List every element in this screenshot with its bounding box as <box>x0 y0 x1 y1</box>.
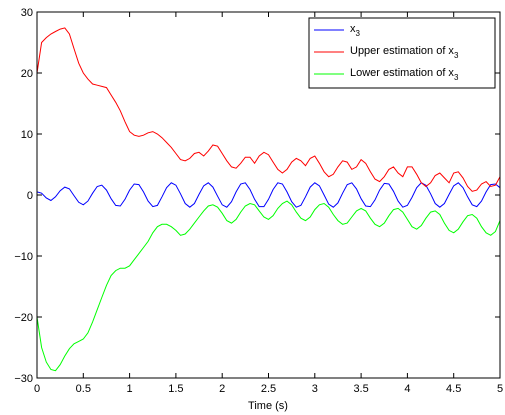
y-tick-label: 10 <box>21 129 33 141</box>
y-tick-label: 20 <box>21 68 33 80</box>
x-tick-label: 2.5 <box>261 383 276 395</box>
x-tick-label: 0.5 <box>76 383 91 395</box>
legend-subscript: 3 <box>454 73 459 82</box>
legend-entry-2: Lower estimation of x3 <box>350 67 459 82</box>
x-tick-label: 2 <box>219 383 225 395</box>
legend-subscript: 3 <box>454 51 459 60</box>
x-axis-label: Time (s) <box>248 400 288 412</box>
legend: x3 Upper estimation of x3 Lower estimation… <box>308 17 496 89</box>
legend-entry-0: x3 <box>350 23 361 38</box>
x-tick-label: 1 <box>127 383 133 395</box>
x-tick-label: 4.5 <box>446 383 461 395</box>
x-tick-label: 5 <box>497 383 503 395</box>
x-tick-label: 0 <box>34 383 40 395</box>
x-tick-label: 3 <box>312 383 318 395</box>
y-tick-label: 0 <box>27 190 33 202</box>
y-tick-label: 30 <box>21 7 33 19</box>
y-tick-label: −10 <box>14 251 33 263</box>
legend-subscript: 3 <box>356 29 361 38</box>
series-line-2 <box>36 200 501 372</box>
legend-entry-1: Upper estimation of x3 <box>350 45 459 60</box>
y-tick-label: −20 <box>14 312 33 324</box>
x-tick-label: 3.5 <box>353 383 368 395</box>
series-layer <box>36 27 501 372</box>
y-tick-label: −30 <box>14 373 33 385</box>
x-tick-label: 1.5 <box>168 383 183 395</box>
series-line-1 <box>36 27 501 192</box>
x-tick-label: 4 <box>404 383 410 395</box>
ticks-layer: 0 0.5 1 1.5 2 2.5 3 3.5 4 4.5 5 −30 −20 −10 0 10 20 30 <box>14 7 503 395</box>
